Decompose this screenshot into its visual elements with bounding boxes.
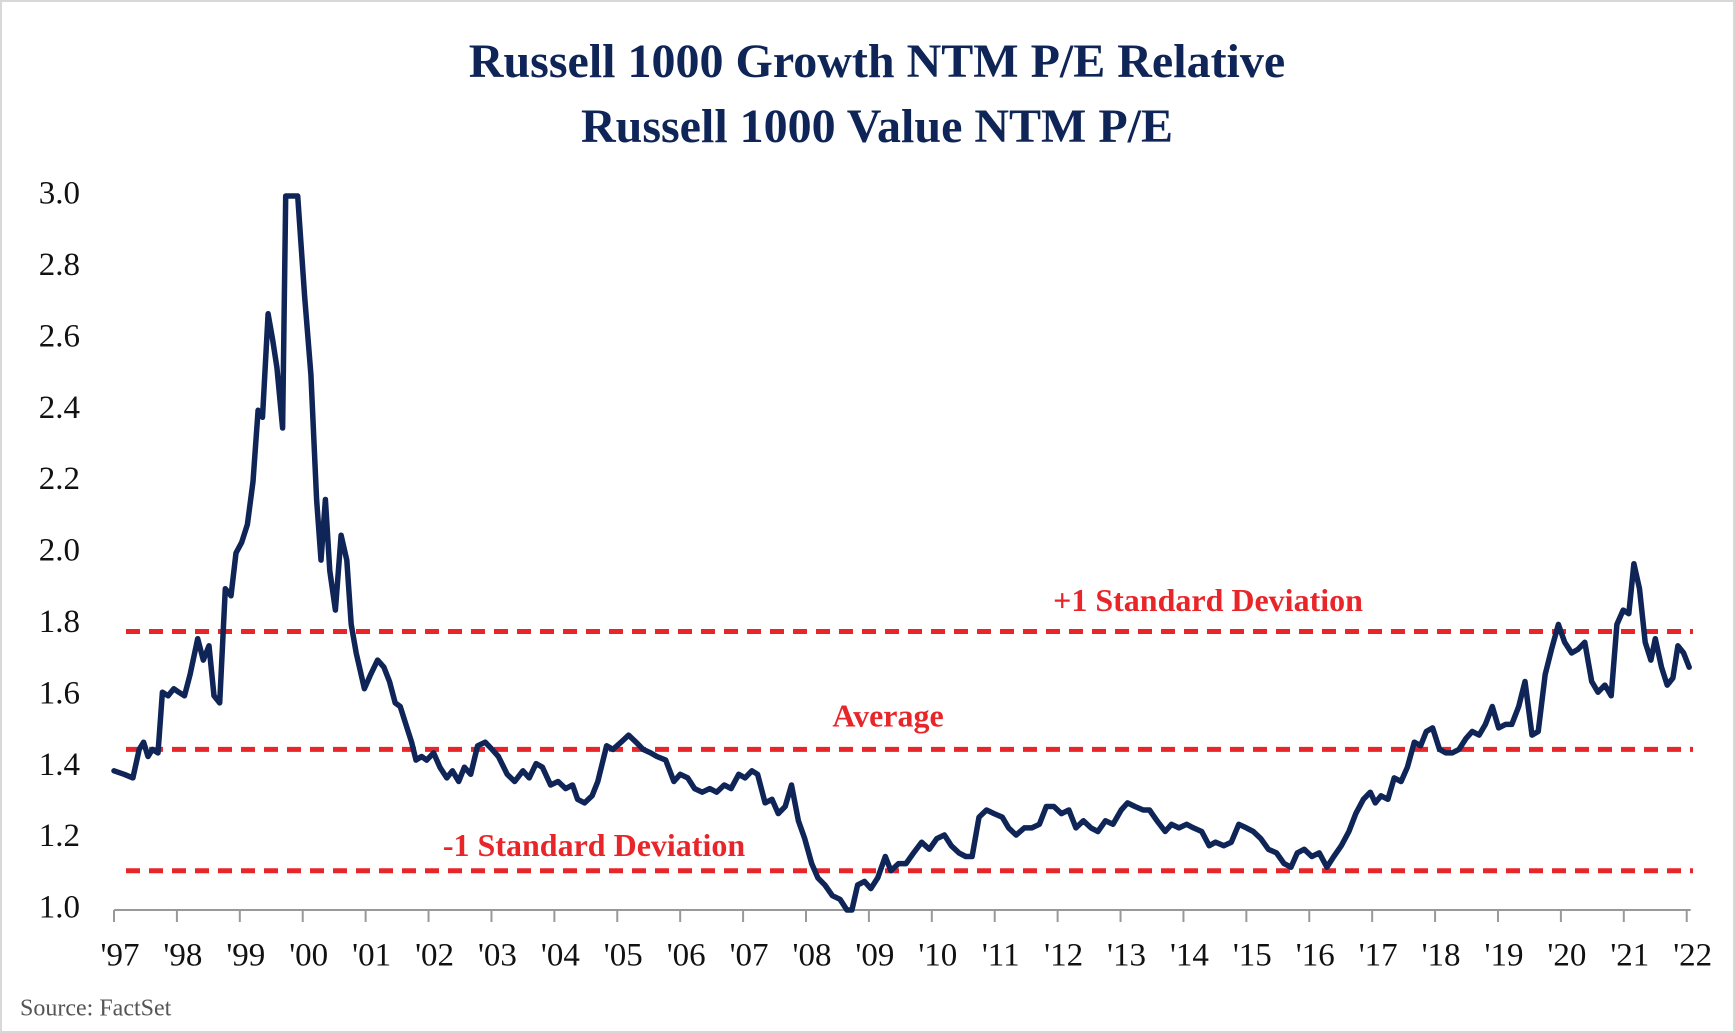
y-tick-label: 1.4 xyxy=(39,747,80,783)
x-tick-label: '02 xyxy=(415,938,454,974)
data-line xyxy=(111,193,1692,913)
y-tick-label: 2.6 xyxy=(39,318,80,354)
chart-title: Russell 1000 Value NTM P/E xyxy=(581,100,1173,153)
y-tick-label: 2.4 xyxy=(39,390,80,426)
y-tick-label: 2.8 xyxy=(39,247,80,283)
x-tick-label: '08 xyxy=(793,938,832,974)
reference-label: -1 Standard Deviation xyxy=(443,827,745,863)
x-tick-label: '97 xyxy=(101,938,140,974)
y-tick-label: 1.6 xyxy=(39,675,80,711)
x-tick-label: '21 xyxy=(1610,938,1649,974)
y-tick-label: 3.0 xyxy=(39,176,80,212)
x-tick-label: '11 xyxy=(982,938,1020,974)
y-tick-label: 2.0 xyxy=(39,533,80,569)
x-tick-label: '13 xyxy=(1107,938,1146,974)
x-tick-label: '00 xyxy=(289,938,328,974)
x-tick-label: '05 xyxy=(604,938,643,974)
x-tick-label: '98 xyxy=(163,938,202,974)
x-tick-label: '16 xyxy=(1296,938,1335,974)
x-tick-label: '10 xyxy=(918,938,957,974)
x-tick-label: '99 xyxy=(226,938,265,974)
y-tick-label: 2.2 xyxy=(39,461,80,497)
x-tick-label: '15 xyxy=(1233,938,1272,974)
x-tick-label: '07 xyxy=(730,938,769,974)
source-note: Source: FactSet xyxy=(20,996,172,1022)
x-tick-label: '06 xyxy=(667,938,706,974)
x-tick-label: '18 xyxy=(1422,938,1461,974)
x-tick-label: '14 xyxy=(1170,938,1209,974)
reference-label: Average xyxy=(832,698,943,734)
reference-label: +1 Standard Deviation xyxy=(1053,582,1363,618)
x-tick-label: '01 xyxy=(352,938,391,974)
y-tick-label: 1.2 xyxy=(39,818,80,854)
y-tick-label: 1.0 xyxy=(39,890,80,926)
chart-title: Russell 1000 Growth NTM P/E Relative xyxy=(469,35,1285,88)
x-tick-label: '09 xyxy=(855,938,894,974)
x-tick-label: '17 xyxy=(1359,938,1398,974)
x-tick-label: '19 xyxy=(1485,938,1524,974)
x-tick-label: '12 xyxy=(1044,938,1083,974)
x-tick-label: '03 xyxy=(478,938,517,974)
x-tick-label: '04 xyxy=(541,938,580,974)
y-tick-label: 1.8 xyxy=(39,604,80,640)
x-tick-label: '22 xyxy=(1673,938,1712,974)
x-tick-label: '20 xyxy=(1547,938,1586,974)
